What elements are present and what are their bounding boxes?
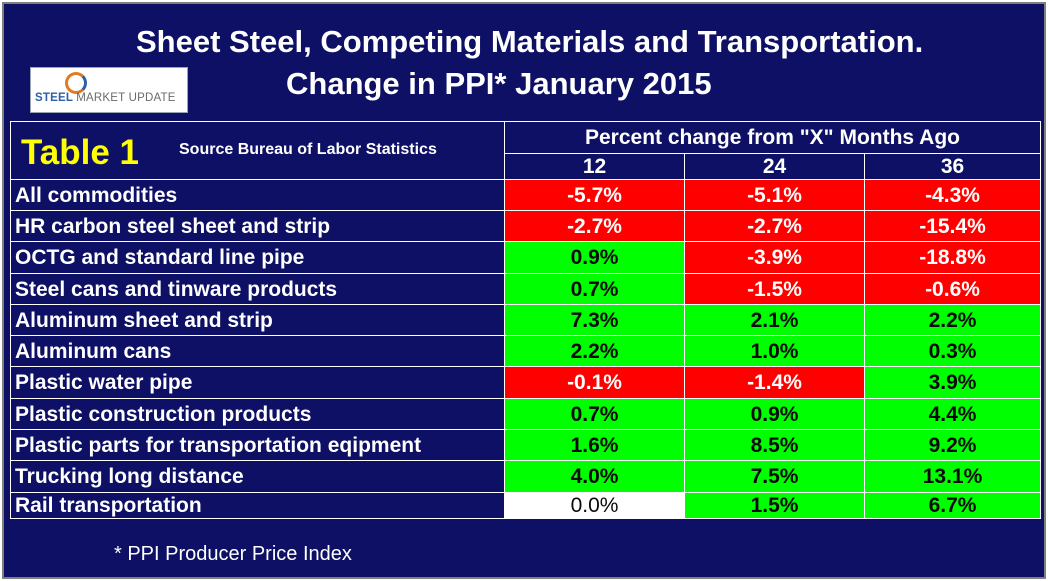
value-cell: 0.9% <box>684 398 865 430</box>
row-label: Plastic construction products <box>10 398 505 430</box>
value-cell: -1.5% <box>684 273 865 305</box>
value-cell: 1.5% <box>684 492 865 519</box>
chart-title-line1: Sheet Steel, Competing Materials and Tra… <box>136 24 924 59</box>
table-row: Plastic water pipe -0.1% -1.4% 3.9% <box>10 366 1041 399</box>
row-label: Steel cans and tinware products <box>10 273 505 305</box>
row-label: Aluminum cans <box>10 335 505 367</box>
value-cell: -5.7% <box>504 179 685 211</box>
table-row: Plastic construction products 0.7% 0.9% 4.4… <box>10 398 1041 430</box>
value-cell: -1.4% <box>684 366 865 399</box>
table-row: Plastic parts for transportation eqipmen… <box>10 429 1041 461</box>
value-cell: -15.4% <box>864 210 1041 242</box>
value-cell: 4.4% <box>864 398 1041 430</box>
column-group-header: Percent change from "X" Months Ago <box>504 121 1041 154</box>
value-cell: 9.2% <box>864 429 1041 461</box>
row-label: Plastic parts for transportation eqipmen… <box>10 429 505 461</box>
row-label: Aluminum sheet and strip <box>10 304 505 336</box>
footnote: * PPI Producer Price Index <box>114 543 352 565</box>
value-cell: 1.6% <box>504 429 685 461</box>
value-cell: 0.9% <box>504 241 685 274</box>
steel-market-update-logo: STEEL MARKET UPDATE <box>30 67 188 113</box>
row-label: Trucking long distance <box>10 460 505 493</box>
value-cell: -18.8% <box>864 241 1041 274</box>
value-cell: -2.7% <box>504 210 685 242</box>
value-cell: 2.1% <box>684 304 865 336</box>
logo-text: STEEL MARKET UPDATE <box>35 92 185 104</box>
row-label: OCTG and standard line pipe <box>10 241 505 274</box>
value-cell: 2.2% <box>864 304 1041 336</box>
table-corner: Table 1 Source Bureau of Labor Statistic… <box>10 121 505 180</box>
table-label: Table 1 <box>21 133 140 172</box>
ppi-change-table: Table 1 Source Bureau of Labor Statistic… <box>10 121 1041 519</box>
value-cell: 7.5% <box>684 460 865 493</box>
value-cell: 1.0% <box>684 335 865 367</box>
row-label: All commodities <box>10 179 505 211</box>
table-row: HR carbon steel sheet and strip -2.7% -2.7… <box>10 210 1041 242</box>
value-cell: 7.3% <box>504 304 685 336</box>
source-note: Source Bureau of Labor Statistics <box>179 141 437 158</box>
column-header: 12 <box>504 153 685 180</box>
table-row: Aluminum cans 2.2% 1.0% 0.3% <box>10 335 1041 367</box>
value-cell: -2.7% <box>684 210 865 242</box>
logo-brand: STEEL <box>35 92 73 104</box>
chart-title-line2: Change in PPI* January 2015 <box>286 66 712 101</box>
value-cell: 0.7% <box>504 273 685 305</box>
row-label: Plastic water pipe <box>10 366 505 399</box>
logo-name: MARKET UPDATE <box>76 92 176 104</box>
value-cell: -3.9% <box>684 241 865 274</box>
table-row: Rail transportation 0.0% 1.5% 6.7% <box>10 492 1041 519</box>
value-cell: -5.1% <box>684 179 865 211</box>
value-cell: -4.3% <box>864 179 1041 211</box>
table-row: Aluminum sheet and strip 7.3% 2.1% 2.2% <box>10 304 1041 336</box>
table-row: Steel cans and tinware products 0.7% -1.5%… <box>10 273 1041 305</box>
value-cell: 6.7% <box>864 492 1041 519</box>
value-cell: 13.1% <box>864 460 1041 493</box>
value-cell: 0.0% <box>504 492 685 519</box>
table-row: Trucking long distance 4.0% 7.5% 13.1% <box>10 460 1041 493</box>
table-row: OCTG and standard line pipe 0.9% -3.9% -18.… <box>10 241 1041 274</box>
value-cell: -0.1% <box>504 366 685 399</box>
value-cell: 4.0% <box>504 460 685 493</box>
row-label: Rail transportation <box>10 492 505 519</box>
value-cell: -0.6% <box>864 273 1041 305</box>
value-cell: 0.7% <box>504 398 685 430</box>
table-row: All commodities -5.7% -5.1% -4.3% <box>10 179 1041 211</box>
logo-ring-icon <box>65 72 87 94</box>
value-cell: 0.3% <box>864 335 1041 367</box>
column-header: 24 <box>684 153 865 180</box>
row-label: HR carbon steel sheet and strip <box>10 210 505 242</box>
value-cell: 8.5% <box>684 429 865 461</box>
value-cell: 2.2% <box>504 335 685 367</box>
value-cell: 3.9% <box>864 366 1041 399</box>
column-header: 36 <box>864 153 1041 180</box>
